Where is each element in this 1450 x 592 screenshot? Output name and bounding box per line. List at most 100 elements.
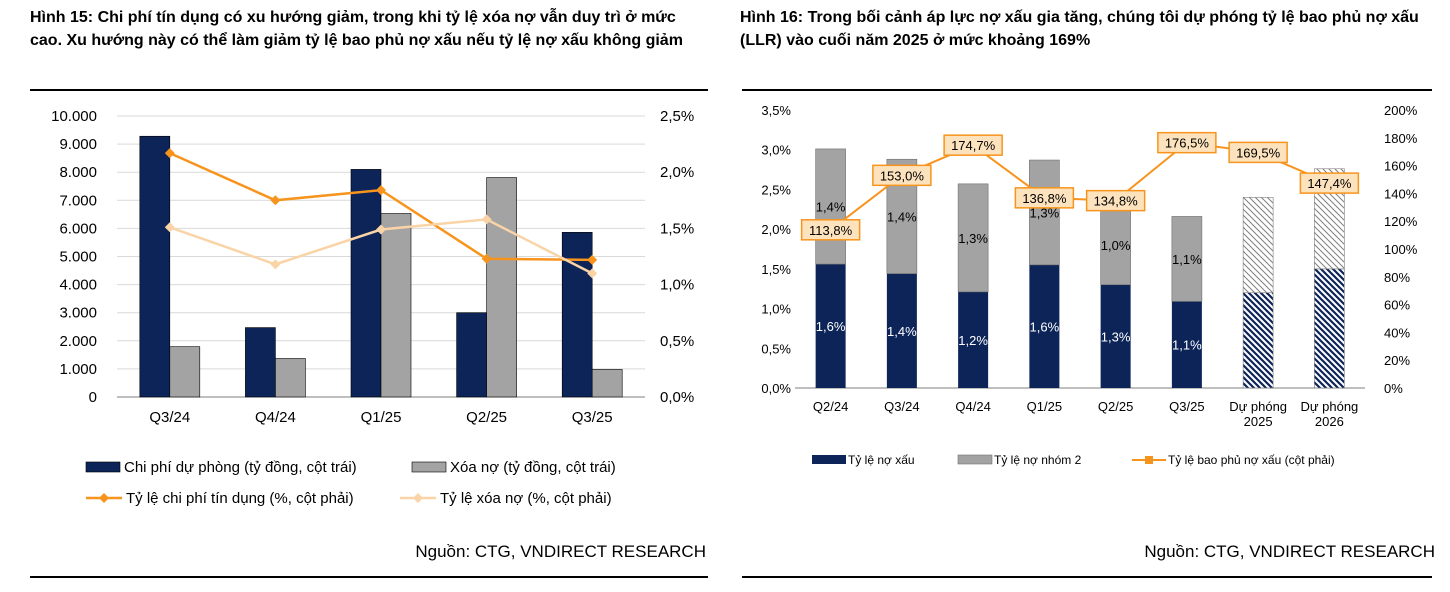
y-right-tick-label: 160% [1384,159,1418,174]
llr-label-box [800,219,861,241]
x-tick-label: Q4/24 [955,399,990,414]
y-left-tick-label: 7.000 [59,192,97,209]
legend-marker [413,493,423,503]
bar-data-label: 1,4% [887,209,917,224]
y-right-tick-label: 180% [1384,131,1418,146]
llr-label-box [1014,187,1075,209]
y-left-tick-label: 1,5% [761,262,791,277]
bar-data-label: 1,1% [1172,338,1202,353]
legend-marker [1145,456,1153,464]
y-left-tick-label: 2,5% [761,182,791,197]
marker-credit-cost [587,254,598,265]
x-tick-label: Q3/24 [884,399,919,414]
x-tick-label: Q1/25 [361,409,402,426]
y-right-tick-label: 2,0% [660,164,694,181]
bar-npl-ratio [886,273,917,388]
y-right-tick-label: 0,0% [660,389,694,406]
x-tick-label: Q4/24 [255,409,296,426]
bar-data-label: 1,4% [816,200,846,215]
bar-group2-ratio [1242,197,1274,293]
figure-16-chart: 0,0% 0,5% 1,0% 1,5% 2,0% 2,5% 3,0% 3,5% 0% 20% 40%… [761,103,1418,467]
bar-data-label: 1,1% [1172,252,1202,267]
bar-data-label: 1,3% [1101,329,1131,344]
figure-15-chart: 0 1.000 2.000 3.000 4.000 5.000 6.000 7.000 8.00… [51,108,694,507]
bar-data-label: 1,4% [887,324,917,339]
y-right-tick-label: 0,5% [660,333,694,350]
y-left-tick-label: 10.000 [51,108,97,125]
bar-provision [245,327,276,398]
llr-label-box [1157,131,1217,154]
bar-npl-ratio [958,291,989,388]
llr-data-label: 153,0% [880,168,925,183]
x-tick-label: Dự phóng [1229,399,1287,414]
bar-data-label: 1,2% [958,333,988,348]
y-left-tick-label: 2,0% [761,222,791,237]
x-tick-label: Q2/25 [1098,399,1133,414]
y-left-tick-label: 0,5% [761,341,791,356]
y-right-tick-label: 20% [1384,353,1410,368]
y-left-tick-label: 3.000 [59,305,97,322]
y-left-tick-label: 2.000 [59,333,97,350]
y-left-tick-label: 4.000 [59,277,97,294]
llr-label-box [1228,141,1288,164]
y-right-tick-label: 140% [1384,186,1418,201]
y-left-tick-label: 0,0% [761,381,791,396]
legend-swatch [411,461,447,473]
bar-writeoff [591,369,623,398]
y-left-tick-label: 3,0% [761,143,791,158]
x-tick-label: Q3/25 [1169,399,1204,414]
llr-data-label: 113,8% [809,223,853,238]
figure-16-panel: Hình 16: Trong bối cảnh áp lực nợ xấu gi… [740,0,1450,592]
y-right-tick-label: 40% [1384,325,1410,340]
bar-writeoff [380,213,412,398]
marker-writeoff-ratio [164,222,175,233]
figure-16-title: Hình 16: Trong bối cảnh áp lực nợ xấu gi… [740,9,1419,49]
llr-data-label: 176,5% [1165,136,1210,151]
legend-swatch [957,454,993,465]
llr-label-box [943,134,1003,156]
x-tick-label: Q3/25 [572,409,613,426]
llr-label-box [872,164,932,187]
bar-writeoff [486,177,517,398]
bar-provision [350,169,382,398]
x-tick-label: 2026 [1315,414,1344,429]
marker-credit-cost [376,185,386,196]
marker-credit-cost [481,253,492,264]
legend-label: Tỷ lệ xóa nợ (%, cột phải) [440,490,612,507]
bar-npl-ratio [1100,284,1131,388]
marker-writeoff-ratio [376,224,386,235]
legend-label: Tỷ lệ nợ xấu [848,453,915,467]
y-left-tick-label: 9.000 [59,136,97,153]
legend-marker [99,493,109,503]
bar-group2-ratio [1100,205,1131,286]
x-tick-label: Dự phóng [1300,399,1358,414]
x-tick-label: Q2/24 [813,399,848,414]
bar-writeoff [169,346,201,398]
bar-group2-ratio [1171,216,1203,302]
bar-provision [139,135,171,398]
x-tick-label: Q1/25 [1027,399,1062,414]
llr-data-label: 174,7% [951,138,996,153]
llr-label-box [1085,189,1146,212]
bar-data-label: 1,6% [816,319,846,334]
bar-data-label: 1,3% [958,231,988,246]
legend-label: Chi phí dự phòng (tỷ đồng, cột trái) [124,459,357,476]
legend-label: Xóa nợ (tỷ đồng, cột trái) [450,459,616,476]
bar-writeoff [275,358,306,398]
llr-data-label: 169,5% [1236,145,1281,160]
bar-group2-ratio [957,183,989,293]
marker-writeoff-ratio [481,214,492,225]
y-right-tick-label: 2,5% [660,108,694,125]
y-left-tick-label: 0 [89,389,97,406]
y-right-tick-label: 200% [1384,103,1418,118]
figure-16-bottom-rule [742,576,1432,578]
bar-group2-ratio [1029,159,1060,266]
legend-label: Tỷ lệ nợ nhóm 2 [994,453,1082,467]
y-left-tick-label: 1.000 [59,361,97,378]
bar-data-label: 1,6% [1030,319,1060,334]
figure-15-panel: Hình 15: Chi phí tín dụng có xu hướng gi… [0,0,720,592]
marker-writeoff-ratio [587,268,598,279]
y-left-tick-label: 5.000 [59,249,97,266]
figure-15-bottom-rule [30,576,708,578]
llr-data-label: 147,4% [1307,176,1352,191]
